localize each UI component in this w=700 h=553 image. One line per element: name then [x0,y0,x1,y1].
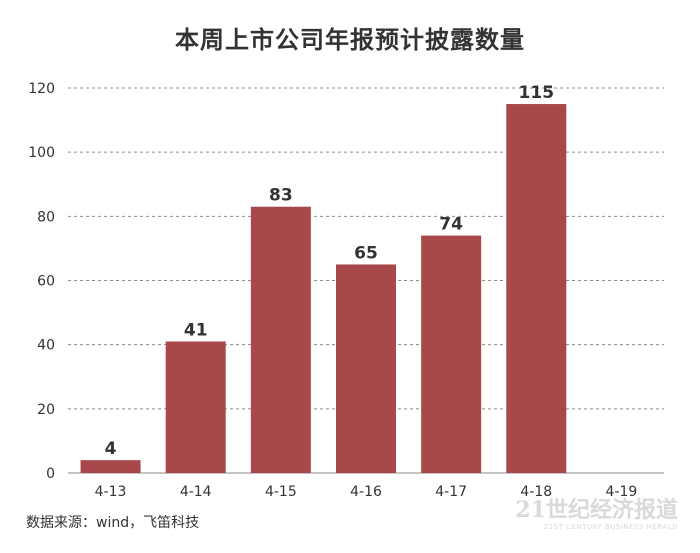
y-tick-label: 100 [28,145,55,161]
y-tick-label: 120 [28,81,55,97]
source-note: 数据来源：wind，飞笛科技 [26,515,200,531]
data-label: 74 [439,215,463,235]
bar [506,104,567,474]
bars [80,104,567,474]
x-axis-tick-labels: 4-13 4-14 4-15 4-16 4-17 4-18 4-19 [95,484,638,500]
x-tick-label: 4-13 [95,484,127,500]
y-tick-label: 0 [46,466,55,482]
y-tick-label: 80 [37,209,55,225]
bar [250,206,311,474]
watermark-sub-text: 21ST CENTURY BUSINESS HERALD [543,523,678,531]
x-tick-label: 4-15 [265,484,297,500]
chart-title: 本周上市公司年报预计披露数量 [175,26,525,54]
data-label: 115 [519,83,555,103]
y-tick-label: 20 [37,402,55,418]
y-tick-label: 40 [37,338,55,354]
watermark-logo: 21世纪经济报道 21ST CENTURY BUSINESS HERALD [515,498,678,532]
bar [336,264,396,473]
y-axis-tick-labels: 0 20 40 60 80 100 120 [28,81,55,482]
data-label: 65 [354,243,378,263]
x-tick-label: 4-16 [350,484,382,500]
x-tick-label: 4-18 [520,484,552,500]
y-tick-label: 60 [37,274,55,290]
x-tick-label: 4-17 [435,484,467,500]
data-labels: 4 41 83 65 74 115 [105,83,554,459]
watermark-main-text: 21世纪经济报道 [515,497,678,523]
bar [80,460,141,473]
x-tick-label: 4-19 [606,484,638,500]
bar [421,235,482,473]
bar [165,341,226,473]
data-label: 4 [105,439,117,459]
data-label: 41 [184,320,208,340]
data-label: 83 [269,186,293,206]
x-tick-label: 4-14 [180,484,212,500]
